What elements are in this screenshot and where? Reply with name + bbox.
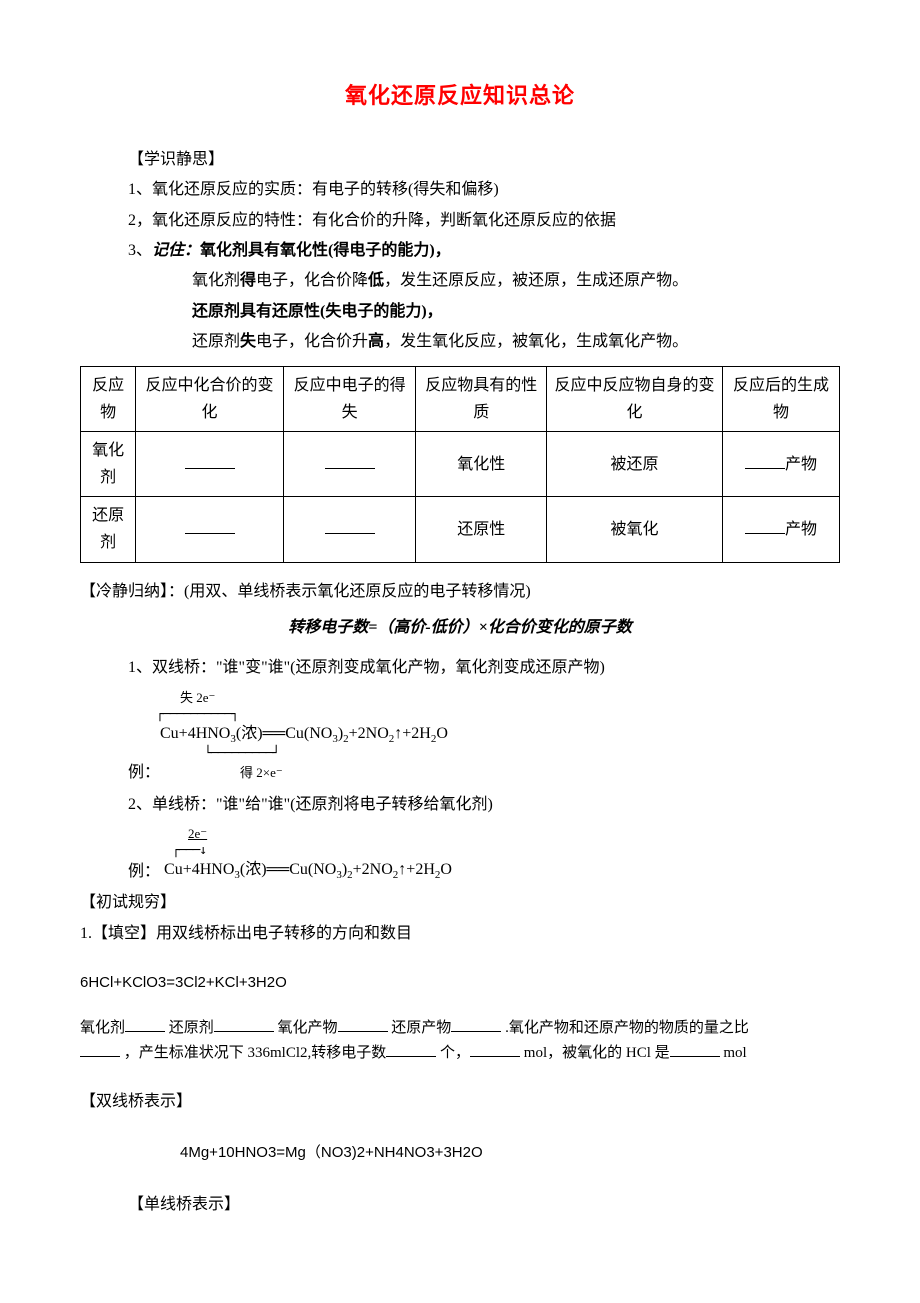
table-row: 氧化剂 氧化性 被还原 产物 xyxy=(81,431,840,496)
s1-p1: 1、氧化还原反应的实质：有电子的转移(得失和偏移) xyxy=(128,175,840,205)
r1c4: 被还原 xyxy=(547,431,723,496)
fill-line-1: 氧化剂 还原剂 氧化产物 还原产物 .氧化产物和还原产物的物质的量之比 xyxy=(80,1016,840,1042)
fill-oxidant-label: 氧化剂 xyxy=(80,1020,125,1036)
r2c5: 产物 xyxy=(723,497,840,562)
s1-p3-pre: 3、 xyxy=(128,242,152,259)
properties-table: 反应物 反应中化合价的变化 反应中电子的得失 反应物具有的性质 反应中反应物自身… xyxy=(80,366,840,563)
s3-heading: 【初试规穷】 xyxy=(80,888,840,918)
th-1: 反应中化合价的变化 xyxy=(136,366,284,431)
lose-e-label: 失 2e⁻ xyxy=(128,690,840,707)
s1-p2: 2，氧化还原反应的特性：有化合价的升降，判断氧化还原反应的依据 xyxy=(128,206,840,236)
s4-equation: 4Mg+10HNO3=Mg（NO3)2+NH4NO3+3H2O xyxy=(80,1139,840,1168)
s1-p6-b: 失 xyxy=(240,333,256,350)
bracket-bottom: └─────────┘ xyxy=(128,746,840,763)
example-label-2: 例： xyxy=(128,862,160,883)
s1-p6: 还原剂失电子，化合价升高，发生氧化反应，被氧化，生成氧化产物。 xyxy=(80,327,840,357)
page-title: 氧化还原反应知识总论 xyxy=(80,75,840,117)
single-e-label: 2e⁻ xyxy=(128,826,840,843)
th-5: 反应后的生成物 xyxy=(723,366,840,431)
fill2-c: mol，被氧化的 HCl 是 xyxy=(524,1045,670,1061)
s2-p2: 2、单线桥："谁"给"谁"(还原剂将电子转移给氧化剂) xyxy=(80,790,840,820)
s1-p5: 还原剂具有还原性(失电子的能力)， xyxy=(80,297,840,327)
fill-redprod-label: 还原产物 xyxy=(391,1020,451,1036)
table-row: 还原剂 还原性 被氧化 产物 xyxy=(81,497,840,562)
s3-p1: 1.【填空】用双线桥标出电子转移的方向和数目 xyxy=(80,919,840,949)
bracket-top: ┌──────────┐ xyxy=(128,707,840,724)
s1-p6-a: 还原剂 xyxy=(192,333,240,350)
r2c2 xyxy=(283,497,416,562)
th-4: 反应中反应物自身的变化 xyxy=(547,366,723,431)
r1c1 xyxy=(136,431,284,496)
s2-p1: 1、双线桥："谁"变"谁"(还原剂变成氧化产物，氧化剂变成还原产物) xyxy=(80,653,840,683)
s1-p4: 氧化剂得电子，化合价降低，发生还原反应，被还原，生成还原产物。 xyxy=(80,266,840,296)
eq2-text: Cu+4HNO3(浓)══Cu(NO3)2+2NO2↑+2H2O xyxy=(164,860,452,882)
r2c4: 被氧化 xyxy=(547,497,723,562)
r1c0: 氧化剂 xyxy=(81,431,136,496)
r1c2 xyxy=(283,431,416,496)
th-2: 反应中电子的得失 xyxy=(283,366,416,431)
fill2-b: 个， xyxy=(440,1045,470,1061)
s1-p3: 3、记住：氧化剂具有氧化性(得电子的能力)， xyxy=(128,236,840,266)
transfer-formula: 转移电子数=（高价-低价）×化合价变化的原子数 xyxy=(80,613,840,643)
fill-reductant-label: 还原剂 xyxy=(169,1020,214,1036)
s5-heading: 【单线桥表示】 xyxy=(80,1190,840,1220)
r2c3: 还原性 xyxy=(416,497,547,562)
s1-p6-c: 电子，化合价升 xyxy=(256,333,368,350)
th-3: 反应物具有的性质 xyxy=(416,366,547,431)
fill-line-2: ，产生标准状况下 336mlCl2,转移电子数 个， mol，被氧化的 HCl … xyxy=(80,1041,840,1067)
s4-heading: 【双线桥表示】 xyxy=(80,1087,840,1117)
s1-p3-bold: 氧化剂具有氧化性(得电子的能力)， xyxy=(200,242,451,259)
fill2-d: mol xyxy=(723,1045,746,1061)
s1-p6-e: ，发生氧化反应，被氧化，生成氧化产物。 xyxy=(384,333,688,350)
double-bridge-diagram: 失 2e⁻ ┌──────────┐ Cu+4HNO3(浓)══Cu(NO3)2… xyxy=(128,690,840,784)
s1-p4-a: 氧化剂 xyxy=(192,272,240,289)
r2c1 xyxy=(136,497,284,562)
s2-heading: 【冷静归纳】：(用双、单线桥表示氧化还原反应的电子转移情况) xyxy=(80,577,840,607)
fill-oxprod-label: 氧化产物 xyxy=(278,1020,338,1036)
th-0: 反应物 xyxy=(81,366,136,431)
s3-equation: 6HCl+KClO3=3Cl2+KCl+3H2O xyxy=(80,969,840,998)
s1-p4-e: ，发生还原反应，被还原，生成还原产物。 xyxy=(384,272,688,289)
example-label-1: 例： xyxy=(128,763,220,784)
gain-e-label: 得 2×e⁻ xyxy=(220,765,283,782)
r1c5: 产物 xyxy=(723,431,840,496)
single-bridge-diagram: 2e⁻ ┌───↓ 例： Cu+4HNO3(浓)══Cu(NO3)2+2NO2↑… xyxy=(128,826,840,882)
s1-p4-b: 得 xyxy=(240,272,256,289)
r2c0: 还原剂 xyxy=(81,497,136,562)
s1-p4-c: 电子，化合价降 xyxy=(256,272,368,289)
table-header-row: 反应物 反应中化合价的变化 反应中电子的得失 反应物具有的性质 反应中反应物自身… xyxy=(81,366,840,431)
section-1: 【学识静思】 1、氧化还原反应的实质：有电子的转移(得失和偏移) 2，氧化还原反… xyxy=(80,145,840,267)
fill2-a: ，产生标准状况下 336mlCl2,转移电子数 xyxy=(124,1045,387,1061)
eq1-text: Cu+4HNO3(浓)══Cu(NO3)2+2NO2↑+2H2O xyxy=(160,724,448,746)
s1-heading: 【学识静思】 xyxy=(128,145,840,175)
single-bracket: ┌───↓ xyxy=(128,843,840,860)
fill-tail-1: .氧化产物和还原产物的物质的量之比 xyxy=(505,1020,749,1036)
s1-p3-ital: 记住： xyxy=(152,242,200,259)
s1-p6-d: 高 xyxy=(368,333,384,350)
r1c3: 氧化性 xyxy=(416,431,547,496)
s1-p4-d: 低 xyxy=(368,272,384,289)
